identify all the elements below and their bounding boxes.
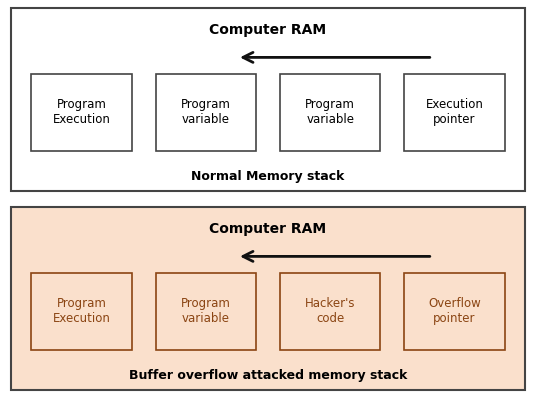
Text: Normal Memory stack: Normal Memory stack (191, 170, 345, 183)
Text: Program
variable: Program variable (181, 98, 231, 126)
Text: Program
Execution: Program Execution (53, 98, 110, 126)
Text: Computer RAM: Computer RAM (210, 23, 326, 37)
Bar (155, 273, 256, 350)
Text: Program
variable: Program variable (305, 98, 355, 126)
Text: Buffer overflow attacked memory stack: Buffer overflow attacked memory stack (129, 369, 407, 382)
Bar (31, 74, 132, 151)
Text: Program
variable: Program variable (181, 297, 231, 325)
Bar (404, 273, 505, 350)
Bar (404, 74, 505, 151)
Bar (31, 273, 132, 350)
Text: Computer RAM: Computer RAM (210, 222, 326, 236)
Bar (280, 273, 381, 350)
Bar (155, 74, 256, 151)
Bar (280, 74, 381, 151)
Text: Hacker's
code: Hacker's code (305, 297, 355, 325)
Text: Overflow
pointer: Overflow pointer (428, 297, 481, 325)
Text: Program
Execution: Program Execution (53, 297, 110, 325)
Text: Execution
pointer: Execution pointer (426, 98, 483, 126)
